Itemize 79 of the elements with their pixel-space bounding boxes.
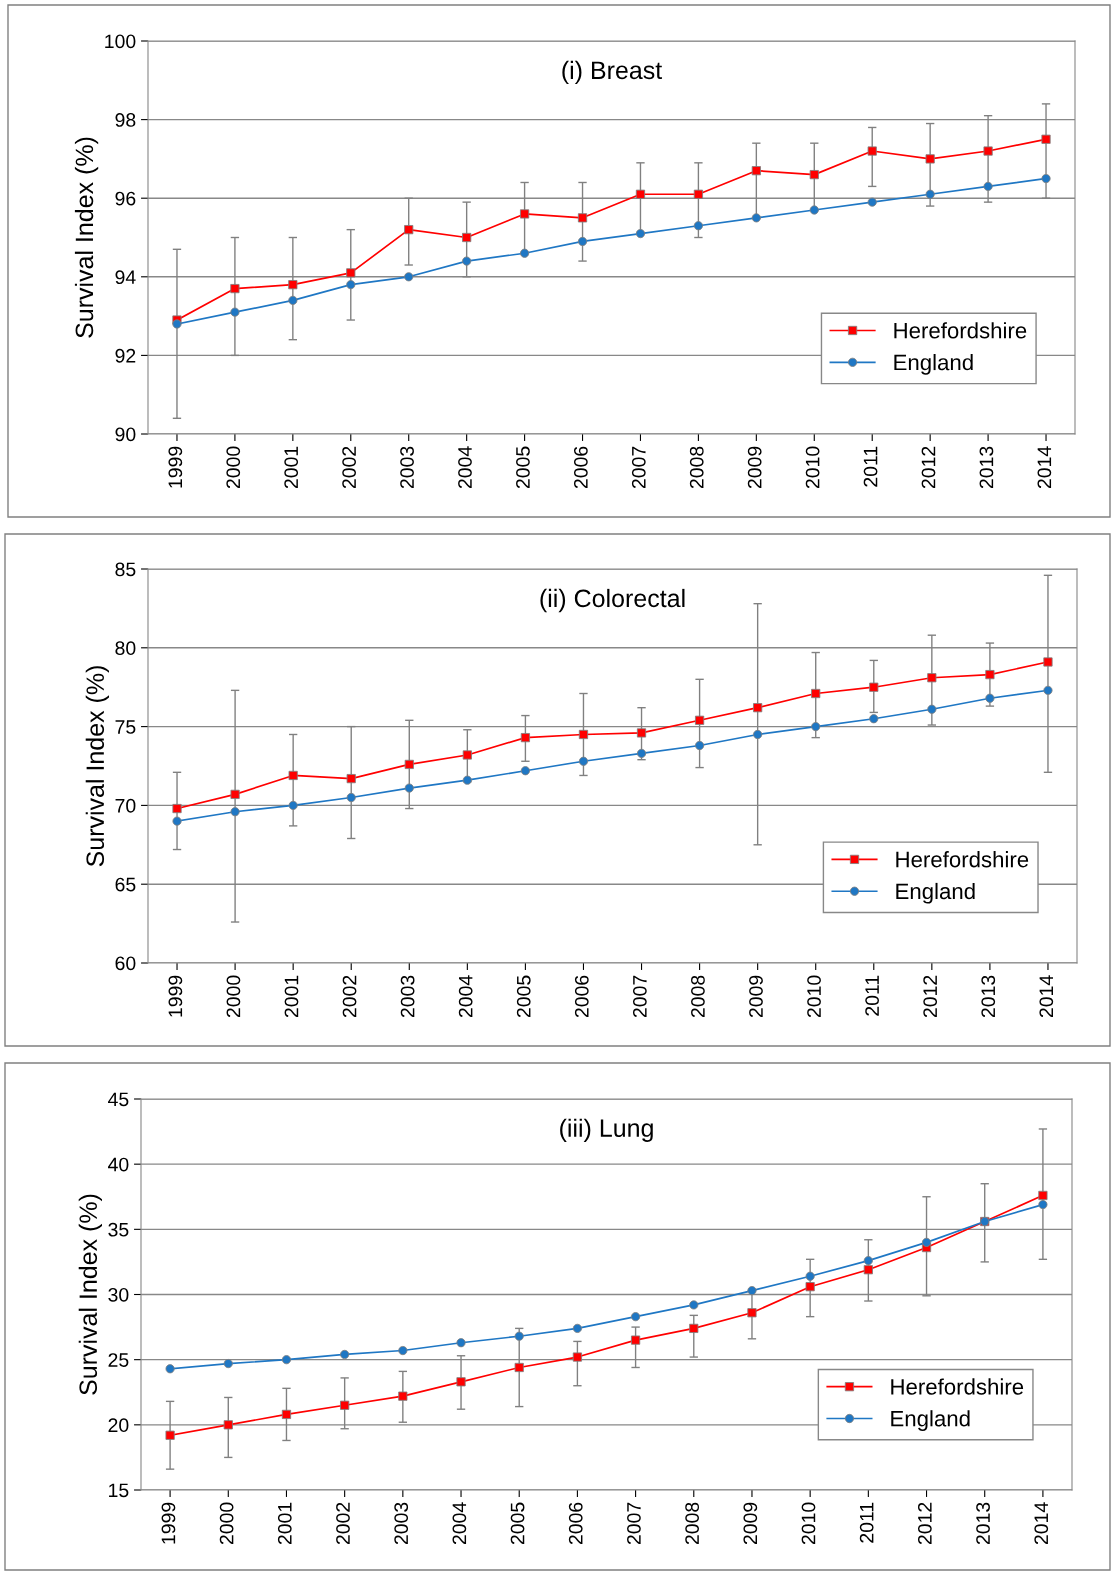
- x-tick-label: 2007: [627, 1502, 641, 1545]
- x-tick-label: 2009: [747, 446, 762, 489]
- legend-label: England: [891, 1410, 970, 1431]
- x-tick-label: 2009: [749, 975, 763, 1018]
- text: (iii) Lung: [560, 1118, 653, 1142]
- x-tick-label: 2008: [691, 975, 705, 1018]
- x-tick-label: 2005: [516, 446, 530, 489]
- x-tick-label: 2002: [342, 975, 357, 1018]
- x-tick-label: 2000: [226, 975, 241, 1018]
- y-tick-label: 20: [108, 1418, 129, 1433]
- legend-label: Herefordshire: [894, 322, 1027, 339]
- x-tick-label: 2006: [573, 446, 588, 489]
- x-tick-label: 2000: [219, 1502, 234, 1545]
- text: (ii) Colorectal: [540, 588, 685, 613]
- y-tick-label: 94: [115, 270, 136, 285]
- x-tick-label: 2007: [632, 975, 647, 1018]
- x-tick-label: 2013: [976, 1502, 990, 1545]
- y-tick-label: 25: [108, 1353, 129, 1367]
- x-tick-label: 2005: [510, 1502, 525, 1545]
- y-tick-label: 100: [105, 34, 136, 49]
- y-axis-title: Survival Index (%): [78, 1194, 102, 1395]
- x-tick-label: 2001: [284, 975, 299, 1018]
- x-tick-label: 2002: [342, 446, 356, 489]
- x-tick-label: 2003: [400, 975, 415, 1018]
- x-tick-label: 2008: [685, 1502, 699, 1545]
- legend-label: Herefordshire: [891, 1378, 1024, 1395]
- y-tick-label: 65: [115, 877, 136, 892]
- y-axis-title: Survival Index (%): [85, 666, 109, 867]
- x-tick-label: 1999: [168, 446, 183, 488]
- x-tick-label: 2008: [689, 446, 704, 489]
- y-tick-label: 70: [115, 798, 136, 813]
- x-tick-label: 2007: [631, 446, 646, 489]
- legend-label: England: [896, 882, 975, 904]
- x-tick-label: 2000: [226, 446, 241, 489]
- y-axis-title: Survival Index (%): [74, 137, 99, 338]
- x-tick-label: 2011: [863, 446, 878, 487]
- x-tick-label: 2010: [805, 446, 820, 489]
- x-tick-label: 2010: [807, 975, 821, 1018]
- y-tick-label: 45: [108, 1092, 129, 1107]
- x-tick-label: 2006: [568, 1502, 583, 1545]
- y-tick-label: 75: [115, 720, 136, 734]
- x-tick-label: 2003: [400, 446, 414, 489]
- x-tick-label: 2003: [394, 1502, 409, 1545]
- x-tick-label: 2001: [284, 446, 299, 489]
- y-tick-label: 40: [108, 1157, 129, 1172]
- x-tick-label: 2011: [865, 975, 879, 1016]
- legend-label: England: [894, 353, 973, 375]
- x-tick-label: 2012: [921, 446, 936, 489]
- legend-label: Herefordshire: [896, 851, 1029, 868]
- x-tick-label: 2002: [336, 1502, 350, 1545]
- x-tick-label: 2010: [801, 1502, 816, 1545]
- x-tick-label: 2009: [743, 1502, 758, 1545]
- y-tick-label: 90: [115, 427, 136, 442]
- x-tick-label: 2014: [1039, 975, 1054, 1018]
- y-tick-label: 80: [115, 641, 136, 656]
- x-tick-label: 1999: [168, 975, 183, 1017]
- y-tick-label: 92: [115, 348, 136, 363]
- x-tick-label: 2012: [923, 975, 938, 1018]
- x-tick-label: 2004: [458, 975, 473, 1018]
- x-tick-label: 2013: [979, 446, 994, 489]
- x-tick-label: 2004: [452, 1502, 467, 1545]
- y-tick-label: 30: [108, 1287, 129, 1302]
- y-tick-label: 35: [108, 1222, 129, 1237]
- x-tick-label: 2005: [516, 975, 531, 1018]
- x-tick-label: 2012: [917, 1502, 932, 1545]
- x-tick-label: 2014: [1034, 1502, 1049, 1545]
- x-tick-label: 2006: [574, 975, 589, 1018]
- y-tick-label: 15: [109, 1483, 129, 1498]
- y-tick-label: 98: [115, 113, 136, 127]
- y-tick-label: 60: [115, 956, 136, 971]
- x-tick-label: 2001: [277, 1502, 292, 1545]
- y-tick-label: 85: [115, 562, 136, 577]
- x-tick-label: 2011: [859, 1502, 874, 1543]
- text: (i) Breast: [562, 60, 663, 85]
- y-tick-label: 96: [115, 191, 136, 206]
- x-tick-label: 2004: [458, 446, 472, 489]
- x-tick-label: 2014: [1037, 446, 1052, 489]
- x-tick-label: 1999: [161, 1502, 176, 1544]
- x-tick-label: 2013: [981, 975, 996, 1018]
